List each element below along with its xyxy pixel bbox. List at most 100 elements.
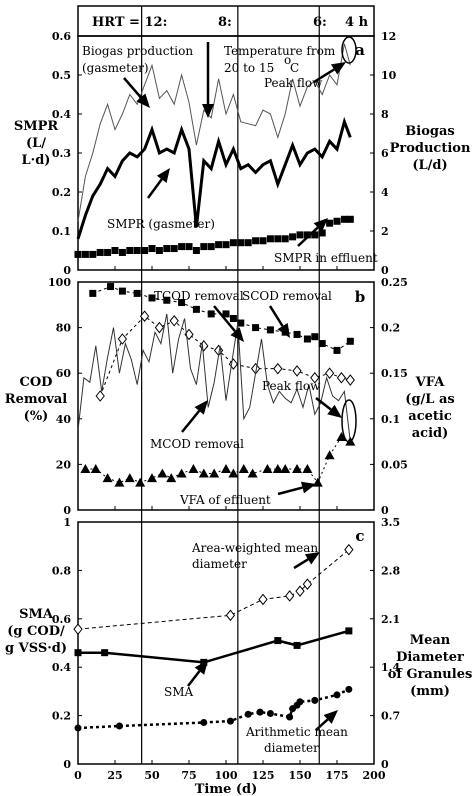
annotation-mcod: MCOD removal — [150, 437, 244, 451]
data-point-square — [274, 235, 282, 243]
left-tick-label: 0 — [63, 504, 71, 517]
y-axis-label-left: (%) — [24, 409, 49, 424]
data-point-square — [345, 627, 353, 635]
y-axis-label-right: of Granules — [388, 667, 473, 682]
y-axis-label-left: SMPR — [14, 119, 59, 134]
tcod-arrow-head — [230, 327, 244, 342]
y-axis-label-right: Diameter — [396, 650, 464, 665]
data-point-triangle — [124, 473, 135, 483]
scod-arrow-shaft — [268, 305, 284, 327]
area-weighted-arrow-shaft — [293, 558, 309, 570]
data-point-square — [89, 250, 97, 258]
y-axis-label-left: COD — [20, 375, 53, 390]
left-tick-label: 0.3 — [52, 147, 71, 160]
data-point-triangle — [336, 432, 347, 442]
data-point-square — [326, 219, 334, 227]
data-point-square — [346, 215, 354, 223]
annotation-temperature: C — [290, 61, 299, 75]
data-point-square — [311, 333, 319, 341]
data-point-triangle — [102, 473, 113, 483]
data-point-square — [318, 229, 326, 237]
left-tick-label: 0.6 — [52, 613, 71, 626]
data-point-square — [293, 330, 301, 338]
data-point-diamond — [225, 609, 236, 622]
data-point-triangle — [302, 463, 313, 473]
right-tick-label: 12 — [381, 30, 396, 43]
tcod-arrow — [213, 305, 244, 342]
right-tick-label: 0.2 — [381, 322, 400, 335]
right-tick-label: 0.7 — [381, 710, 400, 723]
data-point-dot — [266, 710, 274, 718]
right-tick-label: 3.5 — [381, 516, 400, 529]
data-point-square — [222, 241, 230, 249]
right-tick-label: 2.8 — [381, 564, 400, 577]
left-tick-label: 20 — [56, 458, 72, 471]
x-tick-label: 175 — [326, 769, 349, 782]
hrt-label: 8: — [218, 15, 232, 30]
annotation-tcod: TCOD removal — [154, 289, 244, 303]
series-line-a-0 — [77, 43, 351, 222]
hrt-label: HRT = 12: — [92, 15, 167, 30]
mcod-arrow-head — [194, 400, 208, 415]
left-tick-label: 0 — [63, 264, 71, 277]
data-point-triangle — [176, 468, 187, 478]
biogas-arrow-head — [136, 93, 150, 108]
data-point-dot — [345, 685, 353, 693]
data-point-square — [133, 289, 141, 297]
right-tick-label: 10 — [381, 69, 397, 82]
data-point-square — [229, 239, 237, 247]
data-point-dot — [333, 691, 341, 699]
annotation-biogas: Biogas production — [82, 44, 193, 58]
biogas-arrow-shaft — [123, 77, 142, 99]
data-point-square — [74, 649, 82, 657]
sma-arrow — [187, 660, 208, 687]
data-point-dot — [226, 717, 234, 725]
peak-ellipse-b — [341, 399, 357, 443]
data-point-square — [133, 247, 141, 254]
annotation-peak: Peak flow — [262, 379, 321, 393]
y-axis-label-right: Biogas — [405, 124, 454, 139]
series-line-b-1 — [99, 315, 351, 397]
data-point-dot — [256, 708, 264, 716]
panel-frames — [77, 5, 375, 765]
right-tick-label: 4 — [381, 186, 389, 199]
data-point-square — [222, 310, 230, 318]
data-point-square — [96, 248, 104, 256]
data-point-triangle — [324, 450, 335, 460]
data-point-square — [215, 241, 223, 249]
data-point-diamond — [324, 367, 335, 380]
data-point-square — [200, 243, 208, 251]
smpr-eff-arrow-shaft — [297, 226, 319, 247]
peak-ellipse-a — [341, 36, 357, 64]
vfa-arrow-shaft — [277, 486, 303, 496]
data-point-triangle — [188, 463, 199, 473]
annotation-sma: SMA — [164, 685, 194, 699]
peak-arrow-a — [313, 62, 346, 84]
data-point-diamond — [154, 321, 165, 334]
right-tick-label: 8 — [381, 108, 389, 121]
tcod-arrow-shaft — [213, 305, 236, 333]
x-tick-label: 25 — [107, 769, 122, 782]
hrt-label: 6: — [313, 15, 327, 30]
left-tick-label: 0.5 — [52, 69, 71, 82]
annotation-peak: Peak flow — [264, 76, 323, 90]
data-point-square — [207, 243, 215, 251]
data-point-dot — [286, 713, 294, 721]
data-point-square — [333, 346, 341, 354]
right-tick-label: 0 — [381, 264, 389, 277]
data-point-square — [192, 305, 200, 313]
data-point-triangle — [80, 463, 91, 473]
panel-letter: c — [355, 527, 364, 545]
y-axis-label-left: g VSS·d) — [5, 641, 67, 656]
data-point-square — [118, 248, 126, 256]
data-point-square — [333, 217, 341, 225]
annotation-area-weighted: Area-weighted mean — [191, 541, 318, 555]
data-point-square — [148, 245, 156, 253]
data-point-square — [293, 641, 301, 649]
data-point-diamond — [292, 365, 302, 377]
data-point-square — [244, 239, 252, 247]
left-tick-label: 40 — [56, 413, 72, 426]
data-point-triangle — [198, 468, 209, 478]
peak-arrow-b — [315, 397, 342, 418]
right-tick-label: 6 — [381, 147, 389, 160]
